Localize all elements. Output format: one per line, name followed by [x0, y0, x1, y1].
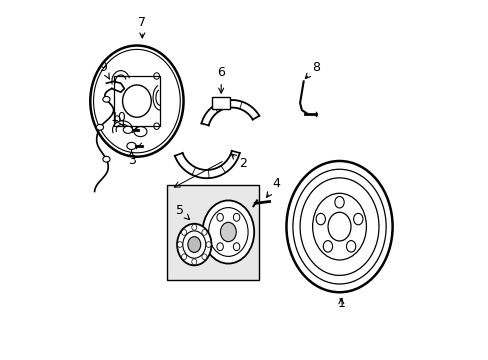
Ellipse shape [191, 259, 196, 265]
Ellipse shape [353, 213, 362, 225]
Ellipse shape [177, 224, 211, 265]
Ellipse shape [202, 201, 254, 264]
Ellipse shape [102, 96, 110, 102]
Ellipse shape [208, 208, 247, 256]
Ellipse shape [181, 254, 186, 260]
Bar [212, 97, 230, 109]
Text: 1: 1 [337, 297, 345, 310]
Ellipse shape [233, 213, 239, 221]
Ellipse shape [334, 197, 344, 208]
Text: 9: 9 [99, 60, 109, 79]
Ellipse shape [327, 212, 350, 241]
Ellipse shape [177, 242, 182, 247]
Text: 10: 10 [110, 111, 126, 127]
Ellipse shape [292, 169, 386, 284]
Ellipse shape [220, 222, 236, 242]
Text: 3: 3 [127, 151, 135, 167]
Ellipse shape [191, 225, 196, 230]
Ellipse shape [206, 242, 211, 247]
Ellipse shape [202, 254, 206, 260]
Ellipse shape [123, 126, 132, 134]
Ellipse shape [183, 231, 205, 258]
Ellipse shape [300, 178, 378, 275]
Ellipse shape [181, 230, 186, 235]
Text: 4: 4 [266, 177, 280, 197]
Ellipse shape [217, 213, 223, 221]
Text: 6: 6 [217, 66, 224, 93]
Ellipse shape [187, 237, 201, 252]
Text: 8: 8 [305, 60, 320, 78]
Ellipse shape [346, 240, 355, 252]
Bar [167, 185, 258, 280]
Ellipse shape [312, 193, 366, 260]
Ellipse shape [286, 161, 392, 292]
Text: 7: 7 [138, 16, 146, 38]
Ellipse shape [323, 240, 332, 252]
Ellipse shape [315, 213, 325, 225]
Ellipse shape [233, 243, 239, 251]
Text: 2: 2 [231, 154, 246, 170]
Ellipse shape [202, 230, 206, 235]
Ellipse shape [96, 125, 103, 130]
Ellipse shape [102, 156, 110, 162]
Text: 5: 5 [176, 204, 189, 220]
Ellipse shape [126, 142, 136, 149]
Ellipse shape [217, 243, 223, 251]
